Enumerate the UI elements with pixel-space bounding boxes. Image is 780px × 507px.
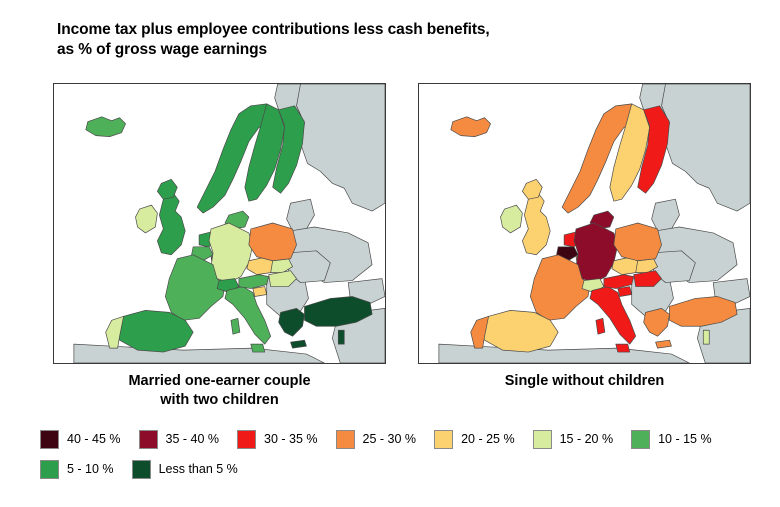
caption-left-line2: with two children — [160, 391, 279, 408]
legend-swatch-35-40 — [138, 429, 158, 449]
region-poland — [613, 222, 662, 262]
legend-item-40-45: 40 - 45 % — [40, 429, 135, 449]
legend-label-35-40: 35 - 40 % — [165, 432, 220, 446]
region-scotland — [157, 178, 178, 200]
figure-title-line1: Income tax plus employee contributions l… — [57, 21, 490, 38]
region-sicily — [250, 343, 266, 353]
region-finland — [272, 105, 305, 194]
legend-item-less-than-5: Less than 5 % — [131, 459, 252, 479]
region-ireland — [500, 204, 523, 234]
legend-label-15-20: 15 - 20 % — [559, 432, 614, 446]
caption-left-line1: Married one-earner couple — [128, 373, 311, 389]
legend-item-35-40: 35 - 40 % — [138, 429, 234, 449]
legend-swatch-25-30 — [335, 429, 355, 449]
legend-swatch-15-20 — [532, 429, 552, 449]
region-portugal — [105, 315, 124, 349]
choropleth-map-right — [438, 84, 750, 363]
legend-swatch-40-45 — [40, 429, 59, 449]
region-united-kingdom — [522, 192, 551, 256]
region-germany — [208, 222, 254, 283]
region-united-kingdom — [157, 192, 186, 256]
region-hungary — [268, 270, 297, 287]
region-france — [164, 254, 226, 321]
map-frame-left — [53, 83, 386, 364]
region-greece — [643, 308, 670, 337]
legend-swatch-5-10 — [40, 459, 59, 479]
region-nodata-baltics — [286, 198, 315, 232]
legend-swatch-30-35 — [237, 429, 257, 449]
legend-swatch-20-25 — [434, 429, 454, 449]
region-iceland — [450, 116, 491, 137]
legend-label-30-35: 30 - 35 % — [264, 432, 318, 446]
legend-label-5-10: 5 - 10 % — [67, 462, 114, 476]
region-crete — [655, 339, 672, 349]
legend-label-less-than-5: Less than 5 % — [158, 462, 238, 476]
region-portugal — [470, 315, 489, 349]
legend-row-1: 40 - 45 % 35 - 40 % 30 - 35 % 25 - 30 % … — [40, 428, 760, 450]
region-sardinia — [230, 317, 241, 335]
legend-row-2: 5 - 10 % Less than 5 % — [40, 458, 760, 480]
region-crete — [290, 339, 307, 349]
region-nodata-baltics — [651, 198, 680, 232]
region-cyprus-strip — [702, 329, 710, 345]
caption-single: Single without children — [418, 372, 751, 391]
region-hungary — [633, 270, 662, 287]
region-finland — [637, 105, 670, 194]
region-nodata-russia — [661, 84, 750, 212]
region-ireland — [135, 204, 158, 234]
region-slovenia — [252, 286, 268, 297]
legend-item-20-25: 20 - 25 % — [434, 429, 529, 449]
caption-right-line1: Single without children — [504, 373, 665, 389]
legend-item-5-10: 5 - 10 % — [40, 459, 128, 479]
region-italy — [224, 286, 272, 345]
legend-label-40-45: 40 - 45 % — [67, 432, 121, 446]
figure-title: Income tax plus employee contributions l… — [57, 20, 697, 61]
region-turkey — [669, 296, 738, 327]
legend-item-15-20: 15 - 20 % — [532, 429, 628, 449]
region-slovenia — [617, 286, 633, 297]
choropleth-map-left — [73, 84, 385, 363]
region-cyprus-strip — [337, 329, 345, 345]
legend-item-10-15: 10 - 15 % — [631, 429, 726, 449]
legend-item-25-30: 25 - 30 % — [335, 429, 431, 449]
region-nodata-russia — [296, 84, 385, 212]
region-turkey — [304, 296, 373, 327]
region-poland — [248, 222, 297, 262]
region-greece — [278, 308, 305, 337]
legend-swatch-less-than-5 — [131, 459, 151, 479]
legend-swatch-10-15 — [631, 429, 651, 449]
region-france — [529, 254, 591, 321]
map-frame-right — [418, 83, 751, 364]
legend-label-25-30: 25 - 30 % — [362, 432, 417, 446]
region-sicily — [615, 343, 631, 353]
figure-title-line2: as % of gross wage earnings — [57, 41, 268, 59]
legend-item-30-35: 30 - 35 % — [237, 429, 332, 449]
legend: 40 - 45 % 35 - 40 % 30 - 35 % 25 - 30 % … — [40, 428, 760, 488]
region-germany — [573, 222, 619, 283]
caption-married-couple: Married one-earner couple with two child… — [53, 372, 386, 410]
region-iceland — [85, 116, 126, 137]
region-italy — [589, 286, 637, 345]
map-panel-married-couple — [53, 83, 386, 364]
legend-label-10-15: 10 - 15 % — [658, 432, 712, 446]
map-panel-single — [418, 83, 751, 364]
region-scotland — [522, 178, 543, 200]
region-sardinia — [595, 317, 606, 335]
legend-label-20-25: 20 - 25 % — [461, 432, 515, 446]
